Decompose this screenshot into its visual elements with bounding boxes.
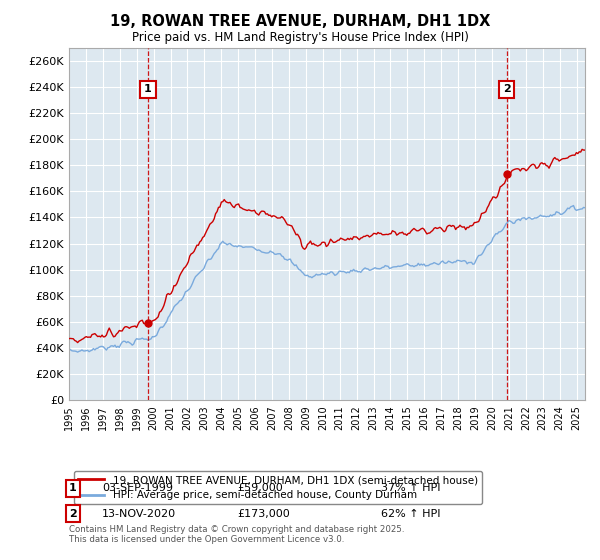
Text: 37% ↑ HPI: 37% ↑ HPI bbox=[381, 483, 440, 493]
Text: 2: 2 bbox=[503, 85, 511, 95]
Text: £173,000: £173,000 bbox=[237, 508, 290, 519]
Text: 1: 1 bbox=[69, 483, 77, 493]
Text: 03-SEP-1999: 03-SEP-1999 bbox=[102, 483, 173, 493]
Text: £59,000: £59,000 bbox=[237, 483, 283, 493]
Legend: 19, ROWAN TREE AVENUE, DURHAM, DH1 1DX (semi-detached house), HPI: Average price: 19, ROWAN TREE AVENUE, DURHAM, DH1 1DX (… bbox=[74, 471, 482, 505]
Text: 13-NOV-2020: 13-NOV-2020 bbox=[102, 508, 176, 519]
Text: Contains HM Land Registry data © Crown copyright and database right 2025.
This d: Contains HM Land Registry data © Crown c… bbox=[69, 525, 404, 544]
Text: 62% ↑ HPI: 62% ↑ HPI bbox=[381, 508, 440, 519]
Text: 19, ROWAN TREE AVENUE, DURHAM, DH1 1DX: 19, ROWAN TREE AVENUE, DURHAM, DH1 1DX bbox=[110, 14, 490, 29]
Text: 2: 2 bbox=[69, 508, 77, 519]
Text: Price paid vs. HM Land Registry's House Price Index (HPI): Price paid vs. HM Land Registry's House … bbox=[131, 31, 469, 44]
Text: 1: 1 bbox=[144, 85, 152, 95]
